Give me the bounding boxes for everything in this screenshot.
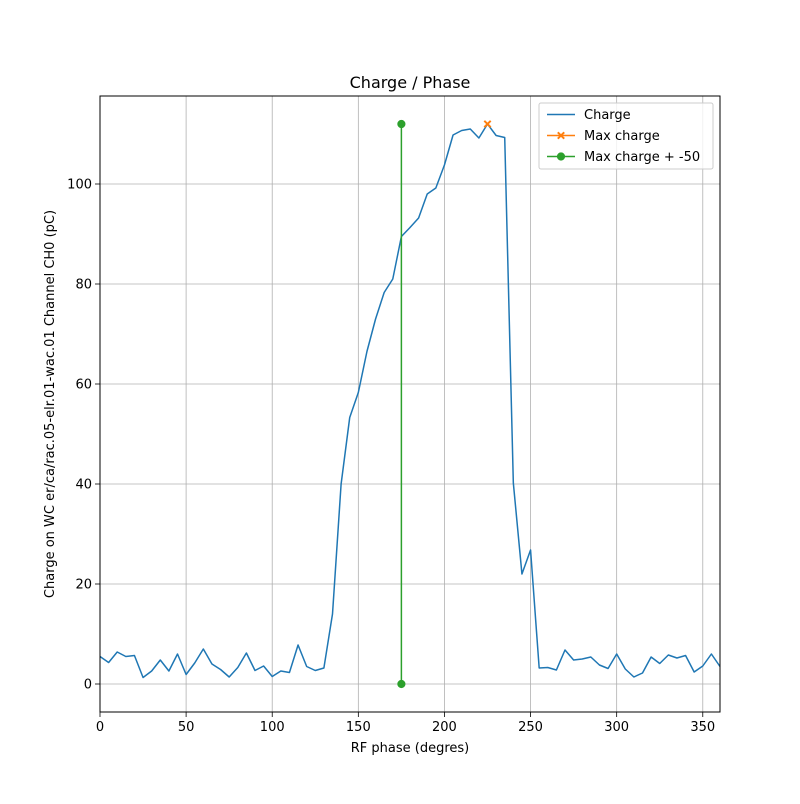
y-tick-label: 0 [84, 678, 92, 693]
x-tick-label: 300 [604, 720, 629, 735]
series-max-charge-50 [397, 119, 406, 689]
x-tick-label: 200 [432, 720, 457, 735]
tick-layer: 0 50 100 150 200 250 300 350 0 20 40 60 80 100 [67, 178, 715, 736]
legend-box [538, 102, 714, 170]
y-tick-label: 40 [75, 478, 92, 493]
series-layer [99, 119, 721, 689]
legend-marker-max-charge-stroke [557, 131, 565, 140]
legend-marker-max-charge-50 [556, 152, 566, 161]
y-tick-label: 100 [67, 178, 92, 193]
x-tick-label: 150 [346, 720, 371, 735]
y-axis-label: Charge on WC er/ca/rac.05-elr.01-wac.01 … [43, 210, 58, 598]
data-point-max-charge-stroke [483, 120, 492, 128]
legend-label-max-charge: Max charge [584, 129, 660, 144]
legend-label-max-charge-50: Max charge + -50 [584, 150, 700, 165]
x-tick-label: 0 [96, 720, 104, 735]
series-line-charge [99, 123, 721, 679]
y-tick-label: 60 [75, 378, 92, 393]
data-point-max-charge-50 [397, 119, 406, 129]
data-point-max-charge-50 [397, 679, 406, 689]
x-tick-label: 350 [690, 720, 715, 735]
series-max-charge [483, 120, 492, 128]
x-axis-label: RF phase (degres) [351, 741, 469, 756]
x-tick-label: 250 [518, 720, 543, 735]
x-tick-label: 50 [178, 720, 195, 735]
series-charge [99, 123, 721, 679]
chart-title: Charge / Phase [350, 73, 471, 92]
data-point-max-charge [483, 120, 492, 128]
legend-marker-max-charge [557, 131, 565, 140]
y-tick-label: 20 [75, 578, 92, 593]
plot-frame [99, 95, 721, 713]
y-tick-label: 80 [75, 278, 92, 293]
x-tick-label: 100 [260, 720, 285, 735]
grid-layer [99, 96, 720, 712]
legend-label-charge: Charge [584, 108, 631, 123]
legend: Charge Max charge Max charge + -50 [538, 102, 714, 170]
